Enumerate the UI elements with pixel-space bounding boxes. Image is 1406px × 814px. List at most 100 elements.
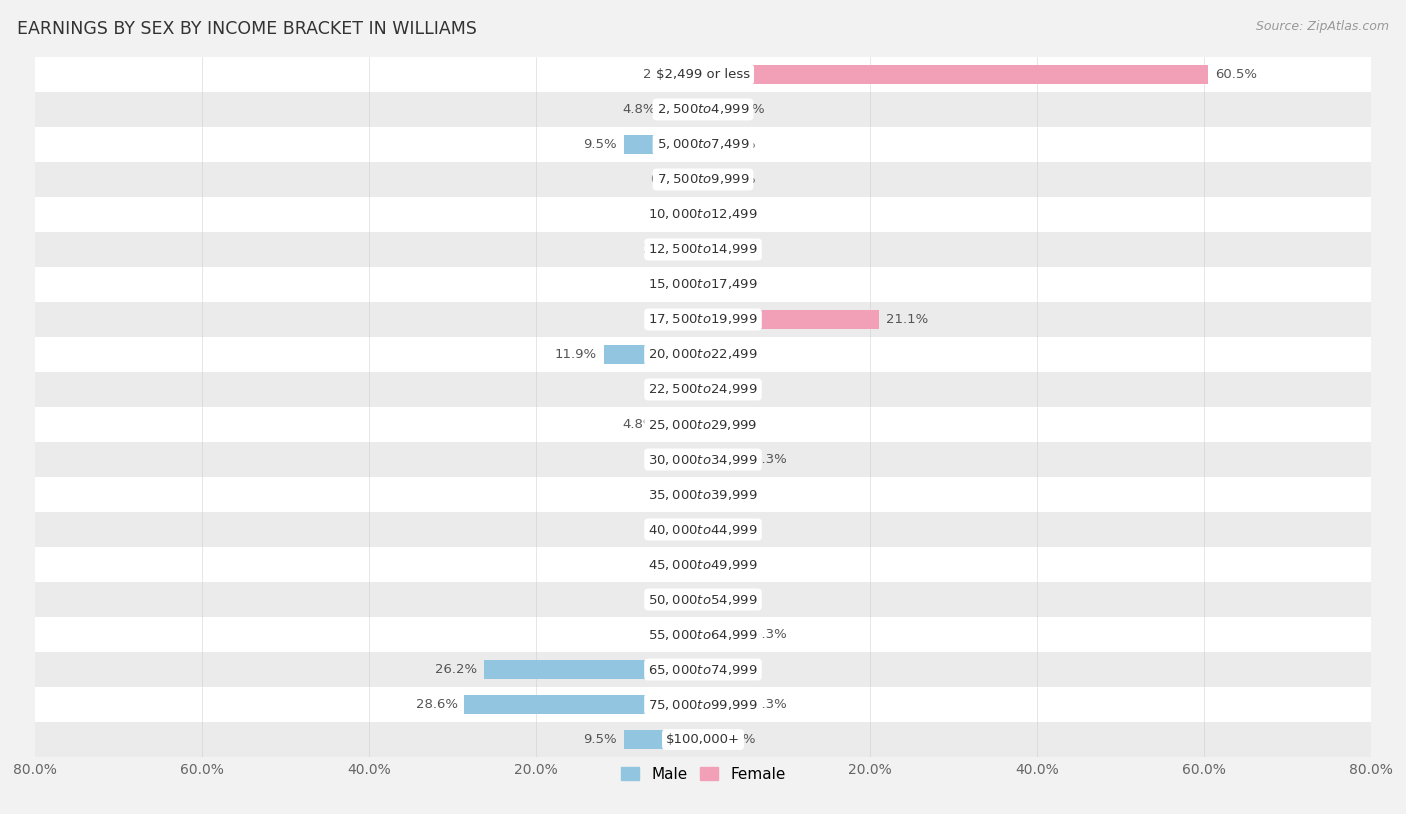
Bar <box>703 415 716 434</box>
Bar <box>690 520 703 539</box>
Text: $2,500 to $4,999: $2,500 to $4,999 <box>657 103 749 116</box>
Text: 2.4%: 2.4% <box>643 68 676 81</box>
Bar <box>703 170 716 189</box>
Text: 0.0%: 0.0% <box>651 278 683 291</box>
Bar <box>35 92 1371 127</box>
Bar <box>690 625 703 644</box>
Text: $40,000 to $44,999: $40,000 to $44,999 <box>648 523 758 536</box>
Text: $55,000 to $64,999: $55,000 to $64,999 <box>648 628 758 641</box>
Bar <box>703 625 747 644</box>
Text: EARNINGS BY SEX BY INCOME BRACKET IN WILLIAMS: EARNINGS BY SEX BY INCOME BRACKET IN WIL… <box>17 20 477 38</box>
Text: Source: ZipAtlas.com: Source: ZipAtlas.com <box>1256 20 1389 33</box>
Text: 26.2%: 26.2% <box>436 663 478 676</box>
Bar <box>35 652 1371 687</box>
Text: 21.1%: 21.1% <box>886 313 928 326</box>
Bar <box>703 695 747 714</box>
Bar <box>35 512 1371 547</box>
Text: $15,000 to $17,499: $15,000 to $17,499 <box>648 278 758 291</box>
Bar <box>35 337 1371 372</box>
Bar <box>683 65 703 84</box>
Bar <box>690 170 703 189</box>
Text: 28.6%: 28.6% <box>416 698 457 711</box>
Text: 0.0%: 0.0% <box>723 733 755 746</box>
Text: 0.0%: 0.0% <box>723 173 755 186</box>
Text: $45,000 to $49,999: $45,000 to $49,999 <box>648 558 758 571</box>
Text: 0.0%: 0.0% <box>723 383 755 396</box>
Text: 0.0%: 0.0% <box>723 558 755 571</box>
Bar <box>703 520 716 539</box>
Bar <box>35 162 1371 197</box>
Text: 0.0%: 0.0% <box>723 418 755 431</box>
Bar <box>703 555 716 574</box>
Bar <box>35 127 1371 162</box>
Bar <box>624 730 703 749</box>
Text: $30,000 to $34,999: $30,000 to $34,999 <box>648 453 758 466</box>
Bar <box>683 240 703 259</box>
Bar <box>690 310 703 329</box>
Text: $7,500 to $9,999: $7,500 to $9,999 <box>657 173 749 186</box>
Bar <box>690 275 703 294</box>
Text: $100,000+: $100,000+ <box>666 733 740 746</box>
Text: 0.0%: 0.0% <box>723 593 755 606</box>
Text: $2,499 or less: $2,499 or less <box>657 68 749 81</box>
Bar <box>703 310 879 329</box>
Bar <box>703 65 1208 84</box>
Text: 0.0%: 0.0% <box>723 208 755 221</box>
Text: 0.0%: 0.0% <box>651 208 683 221</box>
Bar <box>603 345 703 364</box>
Text: 0.0%: 0.0% <box>723 488 755 501</box>
Text: 9.5%: 9.5% <box>583 138 617 151</box>
Text: $50,000 to $54,999: $50,000 to $54,999 <box>648 593 758 606</box>
Bar <box>35 617 1371 652</box>
Bar <box>35 302 1371 337</box>
Bar <box>703 100 724 119</box>
Text: 11.9%: 11.9% <box>555 348 598 361</box>
Text: $20,000 to $22,499: $20,000 to $22,499 <box>648 348 758 361</box>
Bar <box>703 660 716 679</box>
Text: 0.0%: 0.0% <box>723 663 755 676</box>
Bar <box>690 485 703 504</box>
Bar <box>703 135 716 154</box>
Text: $22,500 to $24,999: $22,500 to $24,999 <box>648 383 758 396</box>
Bar <box>35 407 1371 442</box>
Text: 0.0%: 0.0% <box>651 383 683 396</box>
Bar <box>690 380 703 399</box>
Bar <box>35 722 1371 757</box>
Text: $35,000 to $39,999: $35,000 to $39,999 <box>648 488 758 501</box>
Bar <box>690 205 703 224</box>
Text: 5.3%: 5.3% <box>754 698 787 711</box>
Text: 4.8%: 4.8% <box>623 418 657 431</box>
Bar <box>703 240 716 259</box>
Bar <box>703 730 716 749</box>
Text: 0.0%: 0.0% <box>723 278 755 291</box>
Text: 0.0%: 0.0% <box>651 593 683 606</box>
Bar <box>35 232 1371 267</box>
Bar <box>35 372 1371 407</box>
Bar <box>35 687 1371 722</box>
Bar <box>662 415 703 434</box>
Text: 0.0%: 0.0% <box>651 173 683 186</box>
Bar <box>35 442 1371 477</box>
Bar <box>690 555 703 574</box>
Bar <box>690 590 703 609</box>
Text: $75,000 to $99,999: $75,000 to $99,999 <box>648 698 758 711</box>
Text: 5.3%: 5.3% <box>754 453 787 466</box>
Bar <box>703 275 716 294</box>
Text: 0.0%: 0.0% <box>651 453 683 466</box>
Text: 9.5%: 9.5% <box>583 733 617 746</box>
Bar <box>703 450 747 469</box>
Text: 0.0%: 0.0% <box>723 243 755 256</box>
Text: 0.0%: 0.0% <box>651 628 683 641</box>
Text: 0.0%: 0.0% <box>651 313 683 326</box>
Text: $25,000 to $29,999: $25,000 to $29,999 <box>648 418 758 431</box>
Text: 4.8%: 4.8% <box>623 103 657 116</box>
Text: 0.0%: 0.0% <box>651 558 683 571</box>
Bar <box>690 450 703 469</box>
Text: 0.0%: 0.0% <box>723 348 755 361</box>
Text: 5.3%: 5.3% <box>754 628 787 641</box>
Bar <box>35 267 1371 302</box>
Bar <box>35 57 1371 92</box>
Bar <box>35 547 1371 582</box>
Bar <box>35 477 1371 512</box>
Bar <box>703 205 716 224</box>
